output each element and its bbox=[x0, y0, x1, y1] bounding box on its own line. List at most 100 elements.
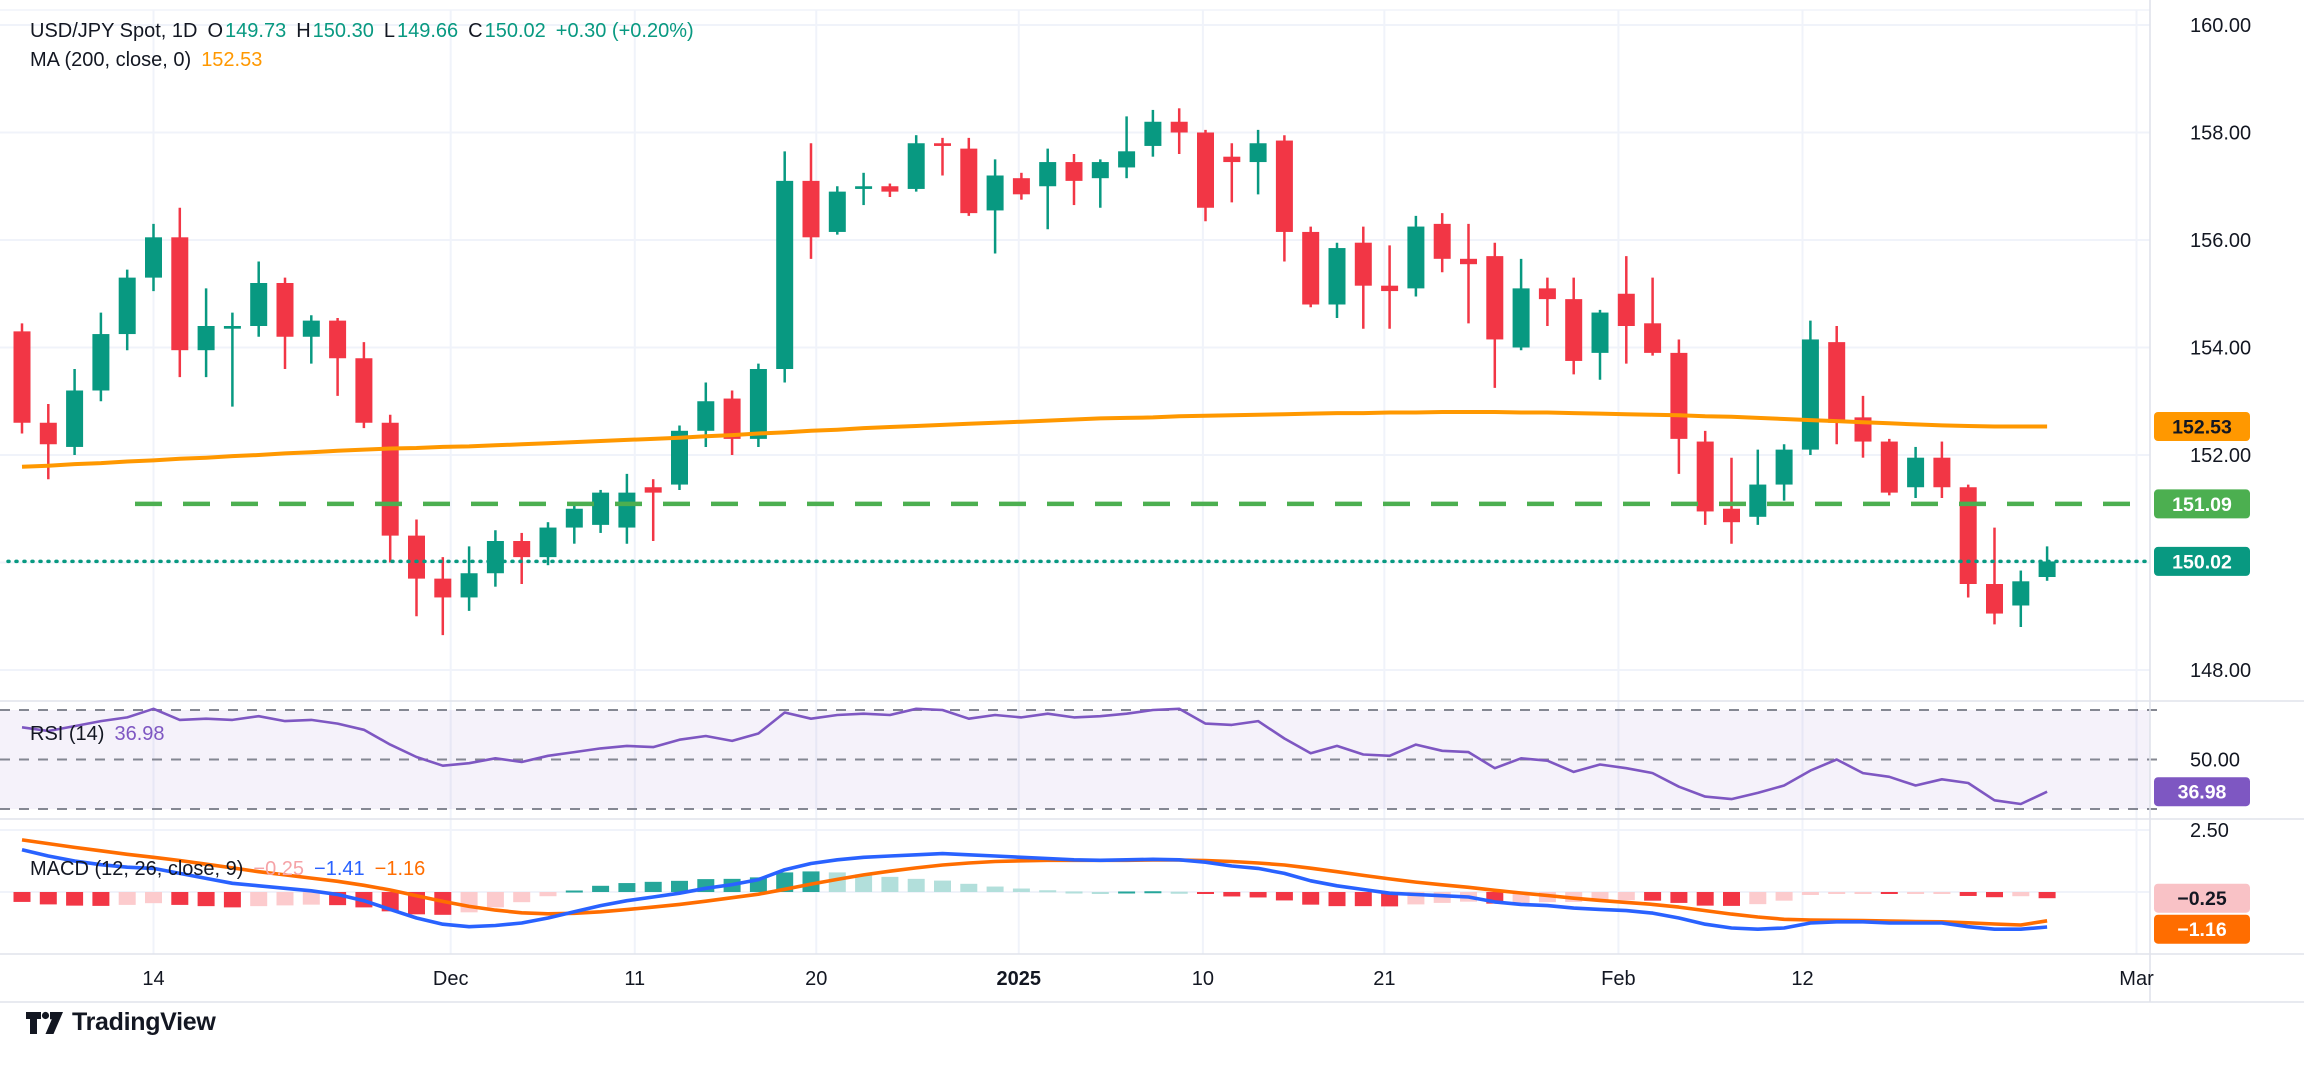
macd-histogram-bar bbox=[513, 892, 531, 903]
axis-badge-label: 150.02 bbox=[2172, 551, 2232, 573]
macd-histogram-bar bbox=[1670, 892, 1688, 903]
macd-histogram-bar bbox=[434, 892, 452, 915]
candle-body bbox=[1223, 156, 1241, 163]
candle-body bbox=[355, 358, 373, 423]
macd-histogram-bar bbox=[1933, 892, 1951, 894]
candle-body bbox=[1460, 258, 1477, 265]
rsi-line bbox=[21, 707, 2048, 806]
candle-body bbox=[486, 541, 504, 574]
macd-histogram-bar bbox=[1644, 892, 1662, 901]
candle-body bbox=[1012, 178, 1030, 195]
axis-price-badge bbox=[2154, 777, 2250, 807]
axis-label: 148.00 bbox=[2190, 660, 2251, 682]
macd-histogram-bar bbox=[223, 892, 241, 908]
macd-histogram-bar bbox=[1381, 892, 1399, 907]
ohlc-close: C 150.02 bbox=[468, 20, 546, 43]
candle-body bbox=[1302, 231, 1320, 305]
macd-histogram-bar bbox=[1223, 892, 1241, 897]
candle-body bbox=[749, 369, 767, 439]
candle-body bbox=[1433, 223, 1451, 259]
grid-layer bbox=[0, 9, 2150, 954]
candle-body bbox=[1907, 457, 1925, 488]
candle-body bbox=[302, 320, 320, 337]
macd-histogram-bar bbox=[1617, 892, 1635, 901]
change-value: +0.30 (+0.20%) bbox=[555, 20, 694, 42]
macd-histogram-bar bbox=[855, 874, 873, 892]
macd-legend[interactable]: MACD (12, 26, close, 9) −0.25 −1.41 −1.1… bbox=[30, 858, 425, 881]
macd-histogram-bar bbox=[1328, 892, 1346, 907]
time-axis[interactable]: 14 Dec 11 20 2025 10 21 Feb 12 Mar bbox=[142, 968, 2154, 990]
candle-body bbox=[1749, 484, 1767, 517]
macd-histogram-bar bbox=[1959, 892, 1977, 896]
candle-body bbox=[934, 143, 951, 146]
overlay-lines-layer bbox=[6, 410, 2152, 564]
macd-histogram-bar bbox=[1275, 892, 1293, 901]
axis-badge-label: 152.53 bbox=[2172, 417, 2232, 439]
candle-body bbox=[802, 180, 820, 238]
rsi-pane[interactable] bbox=[21, 707, 2048, 806]
macd-histogram-bar bbox=[1118, 891, 1136, 894]
macd-histogram-bar bbox=[1354, 892, 1372, 907]
axis-badge-label: −0.25 bbox=[2177, 888, 2226, 910]
macd-histogram-bar bbox=[1749, 892, 1767, 905]
axis-label: 152.00 bbox=[2190, 445, 2251, 467]
rsi-band-layer bbox=[0, 709, 2158, 810]
candle-body bbox=[66, 390, 84, 447]
macd-histogram-bar bbox=[276, 892, 294, 906]
ma-label: MA (200, close, 0) bbox=[30, 49, 192, 71]
macd-histogram-bar bbox=[960, 883, 978, 892]
axis-badges: 152.53 151.09 150.02 36.98 −0.25 −1.16 bbox=[2154, 412, 2250, 944]
ma-legend[interactable]: MA (200, close, 0) 152.53 bbox=[30, 49, 262, 72]
axis-badge-label: 36.98 bbox=[2178, 782, 2227, 804]
macd-histogram-bar bbox=[1880, 892, 1898, 894]
candle-body bbox=[1486, 256, 1504, 340]
macd-histogram-bar bbox=[644, 881, 662, 892]
candle-body bbox=[223, 326, 241, 329]
pane-separators bbox=[0, 0, 2304, 1003]
macd-histogram-bar bbox=[1986, 892, 2003, 898]
candle-body bbox=[1644, 323, 1662, 353]
rsi-legend[interactable]: RSI (14) 36.98 bbox=[30, 723, 165, 746]
candle-body bbox=[565, 508, 583, 528]
high-label: H bbox=[296, 20, 311, 42]
ma-value: 152.53 bbox=[201, 49, 263, 71]
tradingview-logo[interactable]: TradingView bbox=[26, 1008, 216, 1037]
rsi-label: RSI (14) bbox=[30, 723, 105, 745]
candle-body bbox=[828, 191, 846, 232]
macd-signal-line bbox=[21, 838, 2048, 927]
price-axis[interactable]: 160.00 158.00 156.00 154.00 152.00 148.00 50.0… bbox=[2190, 15, 2251, 842]
macd-pane[interactable] bbox=[13, 838, 2056, 931]
axis-price-badge bbox=[2154, 546, 2250, 576]
axis-label: 160.00 bbox=[2190, 15, 2251, 37]
macd-histogram-bar bbox=[1854, 892, 1872, 894]
macd-histogram-bar bbox=[934, 880, 951, 892]
low-value: 149.66 bbox=[396, 20, 459, 42]
macd-histogram-bar bbox=[1091, 892, 1109, 894]
macd-histogram-bar bbox=[145, 892, 162, 904]
candle-body bbox=[329, 320, 347, 359]
macd-histogram-bar bbox=[1828, 892, 1846, 894]
candle-body bbox=[1591, 312, 1609, 353]
macd-histogram-bar bbox=[1591, 892, 1609, 901]
close-label: C bbox=[468, 20, 483, 42]
candle-body bbox=[1144, 121, 1162, 146]
axis-price-badge bbox=[2154, 914, 2250, 944]
axis-badge-label: −1.16 bbox=[2177, 919, 2226, 941]
candle-body bbox=[776, 180, 794, 369]
macd-line-value: −1.41 bbox=[314, 858, 365, 880]
macd-histogram-bar bbox=[250, 892, 268, 907]
axis-label: 154.00 bbox=[2190, 338, 2251, 360]
candle-body bbox=[1275, 140, 1293, 232]
candle-body bbox=[1828, 342, 1846, 423]
price-pane[interactable] bbox=[13, 108, 2056, 636]
symbol-legend[interactable]: USD/JPY Spot, 1D O 149.73 H 150.30 L 149.66… bbox=[30, 20, 694, 43]
tradingview-logo-icon bbox=[26, 1011, 63, 1034]
axis-label: 156.00 bbox=[2190, 230, 2251, 252]
macd-histogram-bar bbox=[302, 892, 320, 905]
macd-histogram-bar bbox=[1723, 892, 1740, 906]
macd-histogram-bar bbox=[618, 883, 636, 892]
candle-body bbox=[644, 487, 662, 493]
open-value: 149.73 bbox=[225, 20, 287, 42]
axis-label: 50.00 bbox=[2190, 750, 2240, 772]
